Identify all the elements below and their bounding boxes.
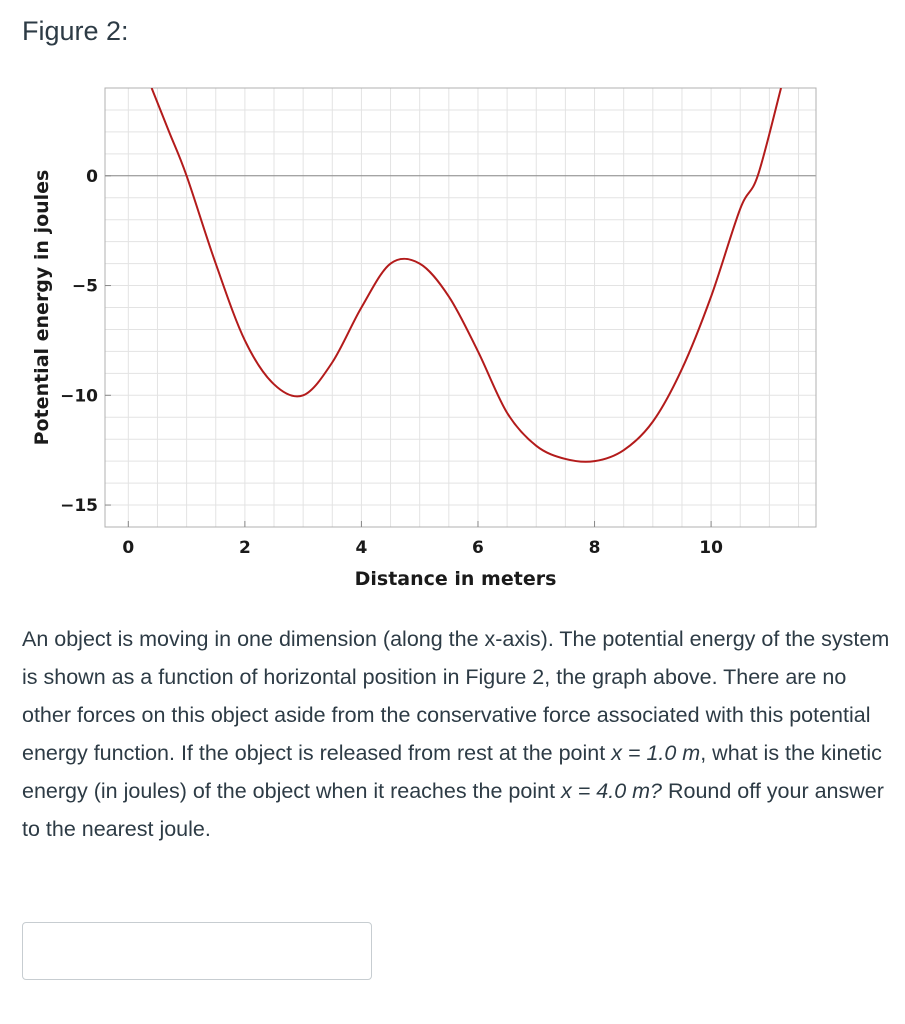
x-tick-label: 6: [472, 538, 484, 558]
x-tick-label: 10: [699, 538, 723, 558]
question-part-2: , what is the kinetic energy (in joules)…: [22, 741, 882, 803]
figure-title: Figure 2:: [22, 16, 129, 46]
y-axis-label: Potential energy in joules: [31, 170, 53, 446]
potential-energy-chart: 0 2 4 6 8 10 0 −5 −10 −15 Distance in meters Potent…: [31, 87, 817, 590]
question-position-1: x = 1.0 m: [611, 741, 701, 765]
x-tick-label: 4: [356, 538, 368, 558]
answer-input[interactable]: [22, 922, 372, 980]
x-tick-label: 2: [239, 538, 251, 558]
series-line: [150, 88, 782, 463]
y-tick-label: 0: [86, 167, 98, 187]
question-text: An object is moving in one dimension (al…: [22, 620, 897, 848]
question-part-3: Round off your answer to the nearest jou…: [22, 779, 884, 841]
question-position-2: x = 4.0 m?: [561, 779, 662, 803]
y-tick-label: −5: [72, 277, 98, 297]
y-tick-label: −15: [60, 496, 98, 516]
x-axis-label: Distance in meters: [355, 568, 557, 590]
question-part-1: An object is moving in one dimension (al…: [22, 627, 890, 765]
x-tick-label: 0: [122, 538, 134, 558]
plot-frame: [104, 87, 817, 528]
y-tick-label: −10: [60, 386, 98, 406]
x-tick-label: 8: [589, 538, 601, 558]
